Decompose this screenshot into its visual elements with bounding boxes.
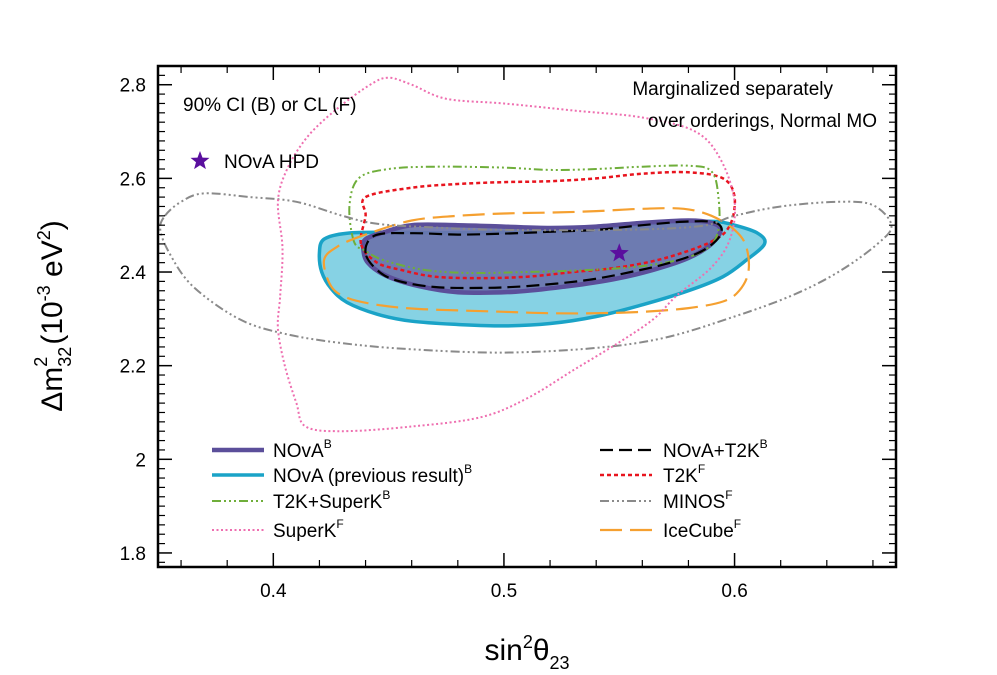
legend-label-t2k-superk: T2K+SuperKB bbox=[273, 488, 390, 513]
legend-label-superk: SuperKF bbox=[273, 517, 344, 542]
y-tick-label: 2.8 bbox=[120, 76, 146, 97]
legend-label-nova-prev: NOvA (previous result)B bbox=[273, 462, 472, 487]
legend-label-nova-t2k: NOvA+T2KB bbox=[663, 437, 768, 462]
hpd-label: NOvA HPD bbox=[224, 152, 319, 173]
hpd-legend: NOvA HPD bbox=[190, 151, 319, 173]
legend-label-icecube: IceCubeF bbox=[663, 517, 741, 542]
y-tick-label: 1.8 bbox=[120, 544, 146, 565]
y-axis-label: Δm322(10-3 eV2) bbox=[31, 220, 75, 412]
plot-frame bbox=[156, 64, 898, 569]
best-fit-star bbox=[609, 243, 629, 262]
x-tick-label: 0.6 bbox=[721, 581, 747, 602]
legend-label-minos: MINOSF bbox=[663, 488, 733, 513]
x-tick-label: 0.5 bbox=[491, 581, 517, 602]
minos-contour bbox=[159, 192, 893, 354]
legend-label-nova: NOvAB bbox=[273, 437, 332, 462]
x-tick-label: 0.4 bbox=[260, 581, 287, 602]
marginalized-note-line2: over orderings, Normal MO bbox=[648, 111, 877, 132]
x-axis-label: sin2θ23 bbox=[484, 632, 569, 673]
y-tick-label: 2.4 bbox=[120, 263, 147, 284]
y-tick-label: 2.6 bbox=[120, 169, 146, 190]
icecube-contour bbox=[322, 207, 750, 315]
nova-t2k-contour bbox=[364, 220, 723, 290]
y-axis-label-group: Δm322(10-3 eV2) bbox=[31, 220, 75, 412]
superk-contour bbox=[276, 76, 737, 433]
t2k-superk-contour bbox=[348, 164, 721, 275]
axis-ticks: 0.4 0.5 0.6 1.8 2 2.2 2.4 2.6 2.8 bbox=[120, 65, 896, 602]
y-tick-label: 2.2 bbox=[120, 357, 146, 378]
confidence-note: 90% CI (B) or CL (F) bbox=[183, 95, 357, 116]
marginalized-note-line1: Marginalized separately bbox=[632, 79, 833, 100]
t2k-contour bbox=[359, 170, 737, 280]
hpd-star-legend-icon bbox=[190, 151, 210, 170]
y-tick-label: 2 bbox=[135, 450, 146, 471]
legend-label-t2k: T2KF bbox=[663, 462, 705, 487]
contour-layer bbox=[159, 76, 893, 433]
